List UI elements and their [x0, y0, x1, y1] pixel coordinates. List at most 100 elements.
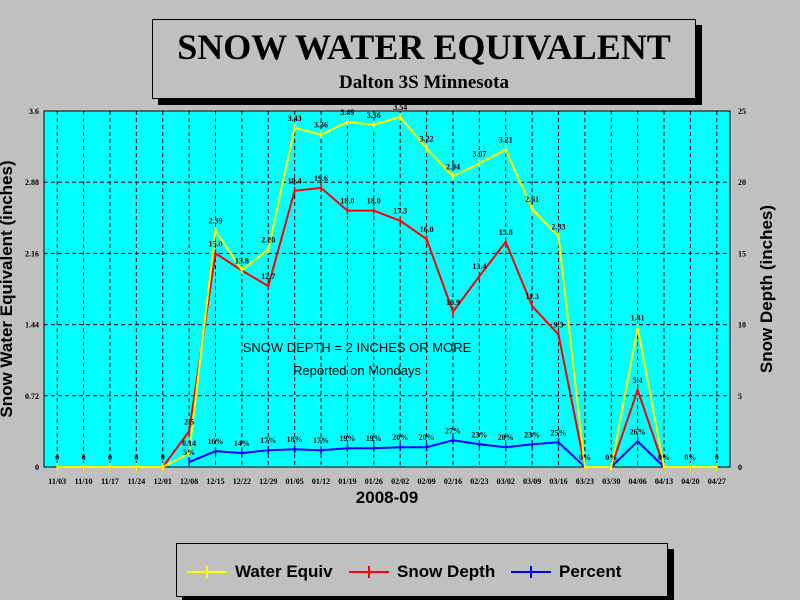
data-label-water-equiv: 3.49: [340, 108, 354, 117]
data-label-snow-depth: 19.6: [314, 174, 328, 183]
left-tick-label: 2.16: [25, 249, 39, 258]
data-label-percent: 14%: [234, 439, 250, 448]
x-tick-label: 01/19: [338, 477, 356, 486]
data-label-snow-depth: 13.4: [472, 262, 486, 271]
legend-label-percent: Percent: [559, 562, 622, 581]
left-tick-label: 2.88: [25, 178, 39, 187]
x-tick-label: 02/09: [417, 477, 435, 486]
x-tick-label: 04/20: [681, 477, 699, 486]
data-label-water-equiv: 3.36: [367, 111, 381, 120]
x-tick-label: 12/15: [206, 477, 224, 486]
data-label-percent: 0: [715, 453, 719, 462]
y-axis-title-left: Snow Water Equivalent (inches): [0, 160, 16, 417]
right-tick-label: 15: [738, 249, 746, 258]
title-box: SNOW WATER EQUIVALENT Dalton 3S Minnesot…: [152, 19, 696, 99]
x-tick-label: 03/30: [602, 477, 620, 486]
legend-marker-snow-depth: [368, 566, 370, 578]
data-label-water-equiv: 3.54: [393, 103, 407, 112]
x-tick-label: 12/08: [180, 477, 198, 486]
data-label-percent: 20%: [419, 433, 435, 442]
x-tick-label: 03/23: [576, 477, 594, 486]
data-label-percent: 23%: [471, 430, 487, 439]
data-label-snow-depth: 9.3: [554, 321, 564, 330]
data-label-percent: 23%: [524, 430, 540, 439]
x-tick-label: 02/02: [391, 477, 409, 486]
data-label-percent: 17%: [260, 436, 276, 445]
x-tick-label: 03/02: [497, 477, 515, 486]
data-label-water-equiv: 2.61: [525, 195, 539, 204]
x-tick-label: 01/12: [312, 477, 330, 486]
x-tick-label: 03/16: [549, 477, 567, 486]
data-label-water-equiv: 3.22: [420, 135, 434, 144]
data-label-snow-depth: 19.4: [288, 177, 302, 186]
x-tick-label: 01/05: [286, 477, 304, 486]
data-label-snow-depth: 10.9: [446, 298, 460, 307]
data-label-snow-depth: 11.3: [525, 292, 539, 301]
plot-area: 0 0.72 1.44 2.16 2.88 3.6 0 5 10 15 20 25 11/03 11/10…: [0, 103, 776, 507]
x-tick-label: 12/01: [154, 477, 172, 486]
data-label-percent: 20%: [392, 433, 408, 442]
data-label-water-equiv: 2.39: [209, 217, 223, 226]
chart-title: SNOW WATER EQUIVALENT: [177, 27, 671, 67]
data-label-water-equiv: 0: [161, 453, 165, 462]
data-label-water-equiv: 0: [55, 453, 59, 462]
data-label-snow-depth: 15.0: [209, 239, 223, 248]
annotation-reported: Reported on Mondays: [293, 363, 421, 378]
data-label-water-equiv: 3.07: [472, 149, 486, 158]
data-label-snow-depth: 18.0: [367, 197, 381, 206]
data-label-percent: 0%: [579, 453, 591, 462]
plot-background: [43, 110, 731, 468]
right-tick-label: 10: [738, 321, 746, 330]
data-label-percent: 0%: [605, 453, 617, 462]
data-label-water-equiv: 0: [134, 453, 138, 462]
data-label-snow-depth: 2.5: [184, 417, 194, 426]
x-axis-title: 2008-09: [356, 488, 418, 507]
x-tick-label: 02/23: [470, 477, 488, 486]
data-label-snow-depth: 13.8: [235, 256, 249, 265]
chart-subtitle: Dalton 3S Minnesota: [339, 72, 509, 93]
data-label-water-equiv: 3.36: [314, 121, 328, 130]
data-label-percent: 19%: [366, 434, 382, 443]
x-tick-label: 12/22: [233, 477, 251, 486]
left-tick-label: 3.6: [29, 107, 39, 116]
x-tick-label: 11/17: [101, 477, 119, 486]
left-tick-label: 0: [35, 463, 39, 472]
x-tick-label: 11/24: [127, 477, 145, 486]
x-tick-label: 11/10: [75, 477, 93, 486]
data-label-water-equiv: 3.43: [288, 114, 302, 123]
x-tick-label: 11/03: [48, 477, 66, 486]
legend-label-water-equiv: Water Equiv: [235, 562, 333, 581]
data-label-percent: 16%: [208, 437, 224, 446]
data-label-snow-depth: 12.7: [261, 272, 275, 281]
data-label-percent: 26%: [630, 427, 646, 436]
series-line-water-equiv: [57, 115, 717, 468]
right-tick-label: 0: [738, 463, 742, 472]
data-label-water-equiv: 3.21: [499, 136, 513, 145]
y-axis-title-right: Snow Depth (inches): [757, 205, 776, 373]
data-label-snow-depth: 17.3: [393, 207, 407, 216]
data-label-percent: 20%: [498, 433, 514, 442]
legend-label-snow-depth: Snow Depth: [397, 562, 496, 581]
data-label-percent: 18%: [287, 435, 303, 444]
data-label-water-equiv: 2.20: [261, 235, 275, 244]
data-label-snow-depth: 16.0: [420, 225, 434, 234]
left-tick-label: 0.72: [25, 392, 39, 401]
legend: Water Equiv Snow Depth Percent: [176, 543, 668, 597]
left-tick-label: 1.44: [25, 321, 39, 330]
data-label-percent: 17%: [313, 436, 329, 445]
data-label-snow-depth: 5.4: [633, 376, 643, 385]
data-label-percent: 0%: [658, 453, 670, 462]
data-label-water-equiv: 2.33: [552, 223, 566, 232]
right-tick-label: 5: [738, 392, 742, 401]
legend-marker-water-equiv: [206, 566, 208, 578]
x-tick-label: 03/09: [523, 477, 541, 486]
data-label-percent: 19%: [339, 434, 355, 443]
x-tick-label: 02/16: [444, 477, 462, 486]
x-tick-label: 04/13: [655, 477, 673, 486]
data-label-water-equiv: 0: [82, 453, 86, 462]
data-label-water-equiv: 2.94: [446, 162, 460, 171]
data-label-percent: 0%: [684, 453, 696, 462]
x-tick-label: 12/29: [259, 477, 277, 486]
legend-marker-percent: [530, 566, 532, 578]
data-label-water-equiv: 1.41: [631, 314, 645, 323]
